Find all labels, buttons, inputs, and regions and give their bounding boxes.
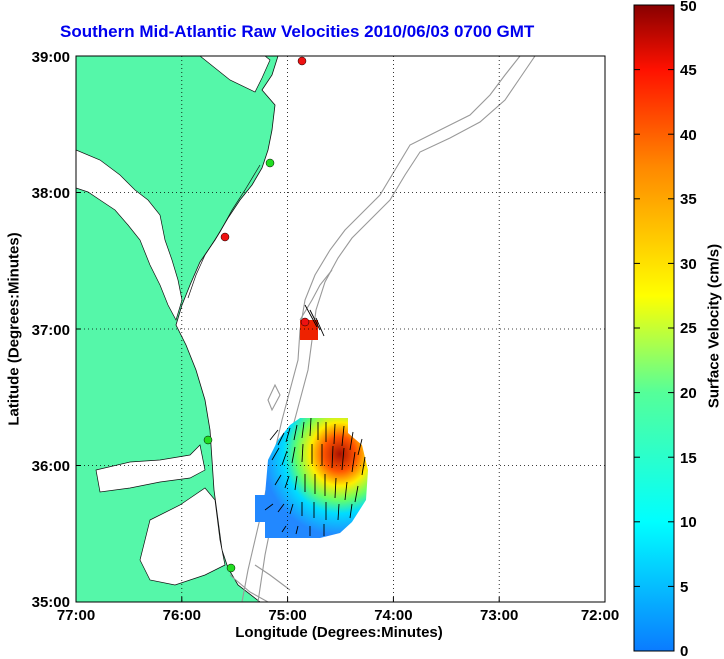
colorbar-ticks (634, 4, 674, 652)
colorbar-tick-label: 20 (680, 385, 697, 402)
x-tick-label: 73:00 (480, 607, 518, 624)
y-tick-labels: 39:00 38:00 37:00 36:00 35:00 (32, 49, 70, 611)
colorbar-label: Surface Velocity (cm/s) (705, 243, 723, 409)
station-marker (220, 232, 230, 242)
colorbar-tick-label: 15 (680, 450, 697, 467)
y-tick-label: 39:00 (32, 49, 70, 66)
x-tick-label: 77:00 (57, 607, 95, 624)
y-tick-label: 37:00 (32, 322, 70, 339)
colorbar-tick-label: 0 (680, 643, 688, 659)
map-title: Southern Mid-Atlantic Raw Velocities 201… (60, 22, 535, 41)
y-tick-label: 36:00 (32, 458, 70, 475)
station-marker (300, 317, 310, 327)
x-tick-label: 76:00 (163, 607, 201, 624)
x-tick-labels: 77:00 76:00 75:00 74:00 73:00 72:00 (57, 607, 619, 624)
colorbar-tick-label: 50 (680, 0, 697, 15)
colorbar-tick-label: 5 (680, 579, 688, 596)
colorbar-tick-labels: 50 45 40 35 30 25 20 15 10 5 0 (680, 0, 697, 659)
tick-marks (75, 55, 606, 603)
velocity-vectors (264, 304, 366, 536)
station-marker (265, 158, 275, 168)
station-marker (203, 435, 213, 445)
colorbar-tick-label: 30 (680, 256, 697, 273)
x-tick-label: 72:00 (581, 607, 619, 624)
station-markers (203, 56, 310, 573)
colorbar (633, 4, 675, 652)
y-tick-label: 35:00 (32, 594, 70, 611)
gridlines (76, 56, 605, 602)
station-marker (297, 56, 307, 66)
x-tick-label: 75:00 (268, 607, 306, 624)
colorbar-tick-label: 40 (680, 127, 697, 144)
x-tick-label: 74:00 (374, 607, 412, 624)
station-marker (226, 563, 236, 573)
delaware-bay (199, 56, 271, 93)
chesapeake-bay (76, 149, 183, 321)
colorbar-tick-label: 35 (680, 191, 697, 208)
albemarle-sound (95, 444, 206, 493)
colorbar-tick-label: 10 (680, 514, 697, 531)
x-axis-label: Longitude (Degrees:Minutes) (235, 624, 443, 641)
colorbar-tick-label: 25 (680, 320, 697, 337)
colorbar-tick-label: 45 (680, 62, 697, 79)
pamlico-sound (139, 487, 226, 586)
y-axis-label: Latitude (Degrees:Minutes) (5, 232, 23, 426)
y-tick-label: 38:00 (32, 185, 70, 202)
eastern-shore (187, 164, 261, 299)
